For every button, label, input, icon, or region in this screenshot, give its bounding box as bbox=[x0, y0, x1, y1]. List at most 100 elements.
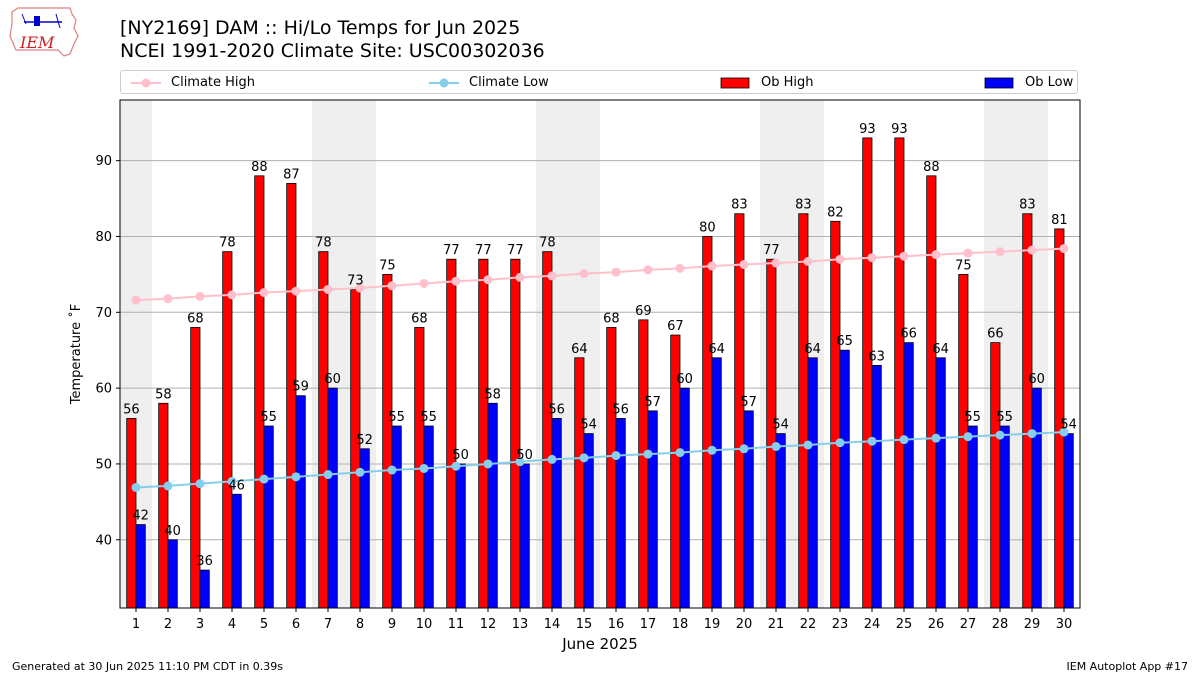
bar-ob-high bbox=[638, 319, 649, 609]
bar-ob-high bbox=[318, 251, 329, 609]
data-label-ob-high: 81 bbox=[1051, 213, 1068, 228]
climate-high-point bbox=[259, 288, 269, 298]
data-label-ob-low: 56 bbox=[612, 402, 629, 417]
data-label-ob-low: 65 bbox=[836, 334, 853, 349]
data-label-ob-low: 55 bbox=[420, 410, 437, 425]
data-label-ob-high: 82 bbox=[827, 205, 844, 220]
climate-low-point bbox=[931, 433, 941, 443]
climate-low-point bbox=[131, 482, 141, 492]
x-tick-label: 23 bbox=[832, 617, 849, 632]
climate-high-point bbox=[803, 256, 813, 266]
climate-high-point bbox=[387, 281, 397, 291]
bar-ob-low bbox=[231, 493, 242, 609]
data-label-ob-high: 93 bbox=[891, 122, 908, 137]
x-tick-label: 29 bbox=[1024, 617, 1041, 632]
legend-label: Climate Low bbox=[469, 75, 549, 90]
bar-ob-high bbox=[926, 175, 937, 609]
bar-ob-low bbox=[775, 433, 786, 609]
bar-ob-low bbox=[743, 410, 754, 609]
y-tick-label: 80 bbox=[95, 230, 112, 245]
footer-app-id: IEM Autoplot App #17 bbox=[1066, 660, 1189, 673]
climate-high-point bbox=[483, 275, 493, 285]
bar-ob-high bbox=[350, 289, 361, 609]
x-tick-label: 6 bbox=[292, 617, 300, 632]
bar-ob-high bbox=[158, 402, 169, 609]
x-tick-label: 11 bbox=[448, 617, 465, 632]
climate-high-point bbox=[771, 258, 781, 268]
bar-ob-high bbox=[286, 183, 297, 609]
climate-high-point bbox=[451, 276, 461, 286]
data-label-ob-high: 69 bbox=[635, 304, 652, 319]
climate-low-point bbox=[1027, 429, 1037, 439]
x-tick-label: 25 bbox=[896, 617, 913, 632]
y-tick-label: 50 bbox=[95, 457, 112, 472]
climate-low-point bbox=[419, 463, 429, 473]
climate-high-point bbox=[931, 250, 941, 260]
climate-low-point bbox=[611, 451, 621, 461]
data-label-ob-low: 59 bbox=[292, 380, 309, 395]
climate-high-point bbox=[835, 254, 845, 264]
data-label-ob-high: 75 bbox=[379, 258, 396, 273]
bar-ob-low bbox=[647, 410, 658, 609]
climate-high-point bbox=[739, 260, 749, 270]
data-label-ob-low: 63 bbox=[868, 349, 885, 364]
climate-low-point bbox=[707, 445, 717, 455]
x-tick-label: 13 bbox=[512, 617, 529, 632]
bar-ob-low bbox=[551, 418, 562, 609]
x-tick-label: 28 bbox=[992, 617, 1009, 632]
bar-ob-low bbox=[679, 387, 690, 609]
climate-high-point bbox=[1027, 245, 1037, 255]
legend-label: Ob High bbox=[761, 75, 814, 90]
data-label-ob-high: 68 bbox=[187, 311, 204, 326]
data-label-ob-low: 46 bbox=[228, 478, 245, 493]
bar-ob-high bbox=[734, 213, 745, 609]
legend-climate-low-swatch bbox=[429, 78, 459, 88]
x-tick-label: 18 bbox=[672, 617, 689, 632]
logo-text: IEM bbox=[19, 33, 55, 52]
bar-ob-low bbox=[999, 425, 1010, 609]
bar-ob-low bbox=[327, 387, 338, 609]
climate-low-point bbox=[291, 472, 301, 482]
climate-low-point bbox=[227, 476, 237, 486]
climate-high-point bbox=[323, 285, 333, 295]
bar-ob-low bbox=[967, 425, 978, 609]
data-label-ob-low: 58 bbox=[484, 387, 501, 402]
data-label-ob-high: 78 bbox=[539, 236, 556, 251]
data-label-ob-high: 64 bbox=[571, 342, 588, 357]
bar-ob-high bbox=[894, 137, 905, 609]
data-label-ob-low: 64 bbox=[932, 342, 949, 357]
climate-high-line bbox=[135, 247, 1065, 302]
bar-ob-high bbox=[766, 258, 777, 609]
footer-generated: Generated at 30 Jun 2025 11:10 PM CDT in… bbox=[12, 660, 284, 673]
climate-low-point bbox=[579, 453, 589, 463]
climate-high-point bbox=[547, 271, 557, 281]
data-label-ob-low: 57 bbox=[644, 395, 661, 410]
x-tick-label: 1 bbox=[132, 617, 140, 632]
bar-ob-high bbox=[446, 258, 457, 609]
y-tick-label: 70 bbox=[95, 306, 112, 321]
x-tick-label: 9 bbox=[388, 617, 396, 632]
legend-label: Ob Low bbox=[1025, 75, 1074, 90]
bar-ob-high bbox=[574, 357, 585, 609]
data-label-ob-high: 58 bbox=[155, 387, 172, 402]
climate-high-point bbox=[195, 291, 205, 301]
bar-ob-low bbox=[199, 569, 210, 609]
data-label-ob-low: 52 bbox=[356, 433, 373, 448]
bar-ob-low bbox=[135, 524, 146, 609]
climate-low-point bbox=[995, 430, 1005, 440]
chart-subtitle: NCEI 1991-2020 Climate Site: USC00302036 bbox=[120, 40, 545, 62]
bar-ob-low bbox=[487, 402, 498, 609]
x-tick-label: 26 bbox=[928, 617, 945, 632]
y-tick-label: 60 bbox=[95, 382, 112, 397]
climate-high-point bbox=[291, 286, 301, 296]
climate-low-point bbox=[515, 457, 525, 467]
x-tick-label: 16 bbox=[608, 617, 625, 632]
x-tick-label: 12 bbox=[480, 617, 497, 632]
climate-high-point bbox=[419, 278, 429, 288]
climate-high-point bbox=[355, 283, 365, 293]
data-label-ob-high: 83 bbox=[795, 198, 812, 213]
data-label-ob-low: 50 bbox=[516, 448, 533, 463]
bar-ob-low bbox=[615, 418, 626, 609]
data-label-ob-high: 83 bbox=[1019, 198, 1036, 213]
bar-ob-low bbox=[839, 349, 850, 609]
